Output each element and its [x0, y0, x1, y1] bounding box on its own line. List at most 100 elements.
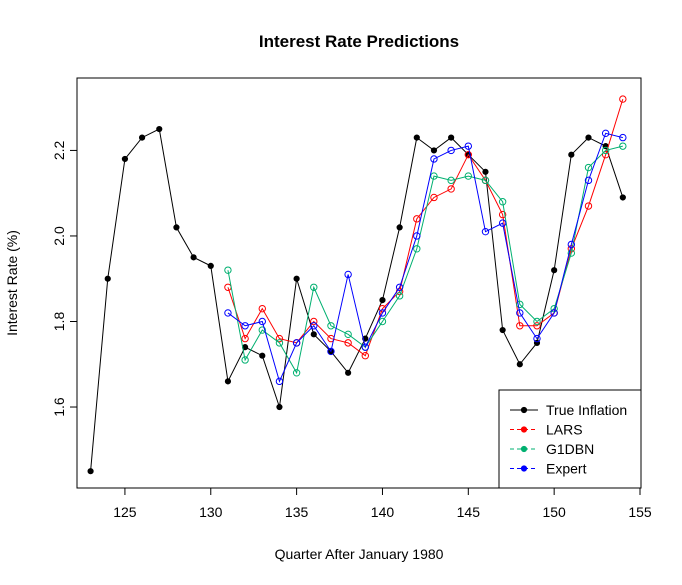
- data-point: [447, 146, 455, 155]
- legend-item: G1DBN: [510, 441, 594, 457]
- data-point: [447, 176, 455, 185]
- data-point: [241, 356, 249, 364]
- data-point: [173, 224, 180, 231]
- legend-marker: [520, 445, 528, 453]
- data-point: [310, 283, 318, 291]
- legend-label: G1DBN: [546, 441, 594, 457]
- data-point: [361, 343, 369, 351]
- data-point: [258, 317, 266, 326]
- series-line: [227, 98, 624, 357]
- data-point: [310, 317, 318, 326]
- series-line: [90, 128, 624, 472]
- data-point: [481, 227, 490, 236]
- data-point: [190, 254, 197, 261]
- data-point: [276, 403, 283, 411]
- data-point: [327, 322, 335, 330]
- data-point: [619, 142, 627, 150]
- data-point: [275, 377, 284, 386]
- x-tick-label: 145: [457, 504, 481, 520]
- y-axis-label: Interest Rate (%): [4, 230, 20, 336]
- data-point: [516, 361, 523, 368]
- x-tick-label: 130: [199, 504, 223, 520]
- x-tick-label: 135: [285, 504, 309, 520]
- legend-item: True Inflation: [510, 402, 627, 418]
- legend: True Inflation LARS G1DBN Expert: [498, 389, 642, 489]
- series-g1dbn: [224, 142, 627, 377]
- data-point: [259, 352, 266, 359]
- data-point: [293, 275, 300, 282]
- data-point: [224, 266, 232, 274]
- data-point: [551, 267, 558, 274]
- data-point: [430, 155, 438, 163]
- data-point: [464, 172, 473, 180]
- data-point: [275, 334, 284, 343]
- legend-item: LARS: [510, 422, 583, 438]
- data-point: [345, 369, 352, 376]
- data-point: [585, 134, 592, 141]
- data-point: [344, 330, 352, 339]
- data-point: [516, 300, 524, 309]
- data-point: [516, 322, 524, 330]
- data-point: [584, 202, 593, 210]
- data-point: [258, 326, 266, 334]
- data-point: [310, 322, 318, 330]
- data-point: [533, 334, 541, 343]
- data-point: [361, 352, 369, 360]
- data-point: [619, 95, 627, 103]
- series-true-inflation: [87, 125, 626, 475]
- data-point: [464, 142, 473, 150]
- x-tick-label: 140: [371, 504, 395, 520]
- data-point: [241, 322, 249, 330]
- data-point: [533, 317, 541, 326]
- data-point: [601, 151, 610, 159]
- chart-title: Interest Rate Predictions: [259, 32, 459, 51]
- data-point: [482, 168, 489, 175]
- data-point: [292, 369, 301, 377]
- data-point: [430, 172, 438, 180]
- series-line: [227, 132, 623, 383]
- data-point: [379, 297, 386, 304]
- data-point: [567, 240, 576, 249]
- data-point: [498, 198, 507, 206]
- data-point: [395, 292, 404, 300]
- data-point: [104, 275, 111, 282]
- data-point: [550, 309, 558, 317]
- data-point: [378, 309, 387, 317]
- data-point: [378, 317, 387, 326]
- x-axis: 125 130 135 140 145 150 155: [113, 487, 652, 520]
- data-point: [413, 215, 421, 223]
- y-tick-label: 2.2: [51, 140, 67, 160]
- data-point: [121, 155, 129, 163]
- data-point: [601, 129, 610, 138]
- data-point: [413, 245, 421, 253]
- data-point: [413, 134, 420, 141]
- data-point: [310, 331, 317, 338]
- data-point: [224, 283, 232, 291]
- legend-label: True Inflation: [546, 402, 627, 418]
- series-lars: [224, 95, 627, 360]
- data-point: [619, 133, 627, 142]
- data-point: [258, 304, 266, 313]
- data-point: [584, 176, 593, 185]
- data-point: [327, 347, 335, 356]
- x-axis-label: Quarter After January 1980: [275, 546, 444, 562]
- data-point: [430, 147, 438, 154]
- data-point: [533, 322, 541, 330]
- y-tick-label: 1.6: [51, 397, 67, 417]
- data-point: [568, 151, 575, 158]
- legend-item: Expert: [510, 461, 587, 477]
- series-line: [227, 145, 623, 375]
- x-tick-label: 155: [628, 504, 652, 520]
- data-point: [413, 232, 421, 240]
- data-point: [601, 146, 610, 155]
- data-point: [395, 283, 404, 291]
- legend-marker: [520, 406, 528, 414]
- y-axis: 1.6 1.8 2.0 2.2: [51, 140, 78, 417]
- legend-marker: [520, 465, 528, 472]
- data-point: [275, 339, 284, 347]
- data-point: [156, 125, 163, 133]
- legend-label: LARS: [546, 422, 583, 438]
- data-point: [448, 134, 455, 141]
- data-point: [396, 224, 403, 231]
